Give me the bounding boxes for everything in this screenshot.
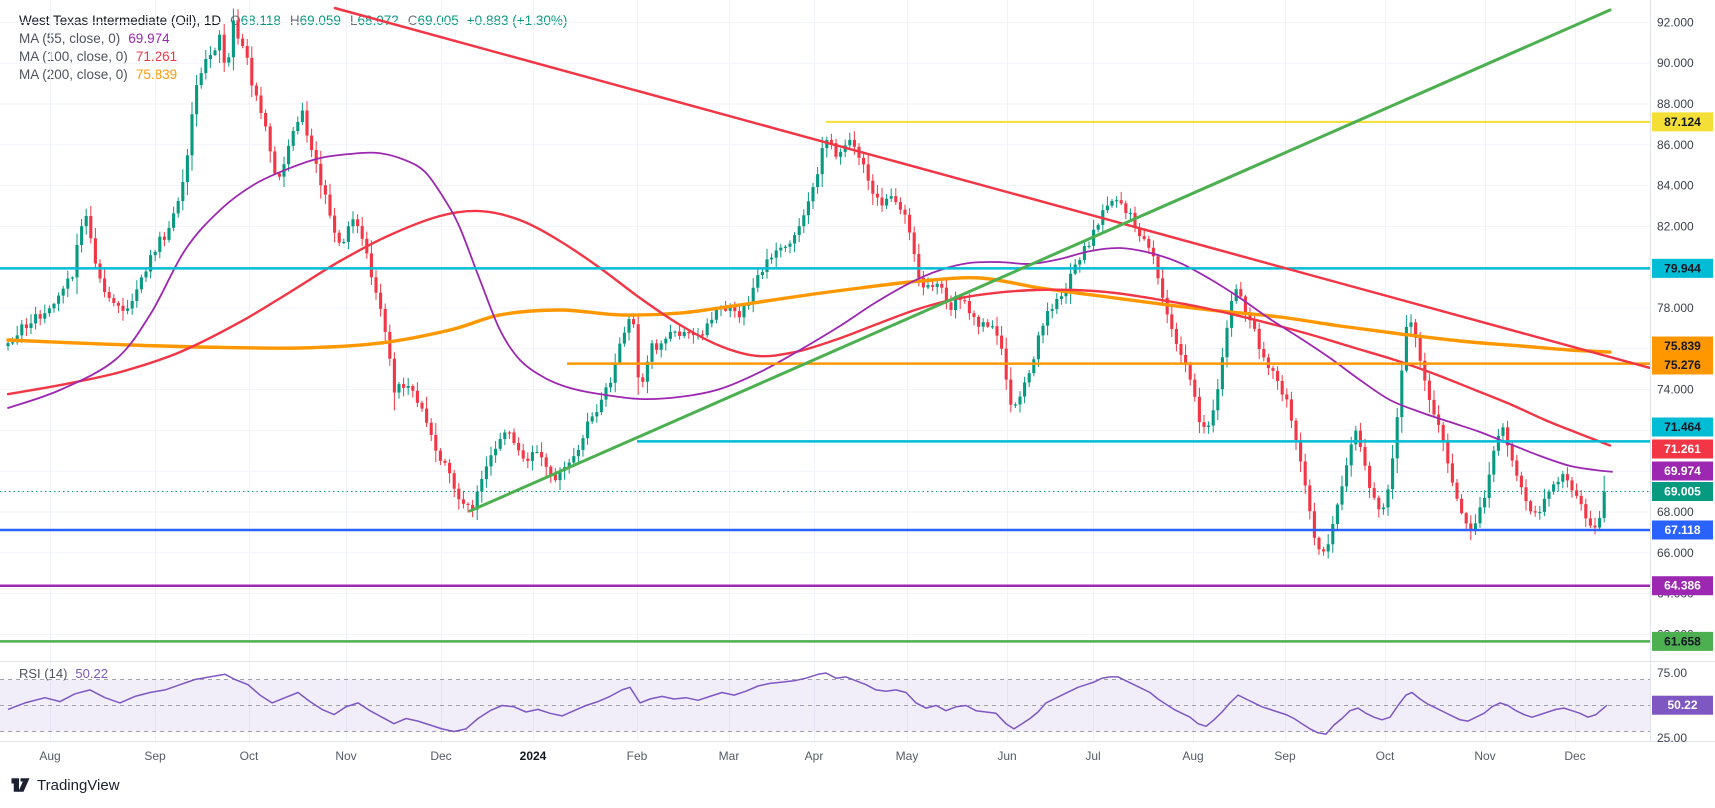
svg-text:Apr: Apr: [805, 749, 824, 763]
rsi-label: RSI (14): [19, 666, 68, 681]
symbol-title[interactable]: West Texas Intermediate (Oil), 1D: [19, 13, 222, 28]
svg-text:Nov: Nov: [1474, 749, 1495, 763]
svg-text:Oct: Oct: [240, 749, 259, 763]
symbol-legend[interactable]: West Texas Intermediate (Oil), 1D O68.118…: [19, 12, 567, 84]
candlesticks: [6, 8, 1606, 559]
close-letter: C: [407, 13, 418, 28]
price-label-75.276: [1652, 355, 1713, 375]
svg-text:Dec: Dec: [430, 749, 451, 763]
price-label-71.464: [1652, 417, 1713, 437]
svg-text:67.118: 67.118: [1664, 523, 1700, 537]
ma100-label: MA (100, close, 0): [19, 49, 128, 64]
ma200-label: MA (200, close, 0): [19, 67, 128, 82]
ma200-legend-row[interactable]: MA (200, close, 0) 75.839: [19, 66, 567, 84]
trendline-ascending[interactable]: [468, 8, 1612, 513]
svg-text:79.944: 79.944: [1664, 261, 1701, 275]
svg-text:75.839: 75.839: [1664, 339, 1701, 353]
svg-text:69.974: 69.974: [1664, 464, 1701, 478]
svg-text:75.276: 75.276: [1664, 358, 1701, 372]
horizontal-levels: [0, 120, 1650, 643]
svg-text:66.000: 66.000: [1657, 546, 1694, 560]
price-label-71.261: [1652, 439, 1713, 459]
svg-text:Sep: Sep: [1274, 749, 1296, 763]
ma200-line[interactable]: [6, 276, 1612, 354]
rsi-value-label: [1652, 695, 1713, 715]
ma100-line[interactable]: [6, 209, 1612, 447]
tradingview-logo[interactable]: TradingView: [10, 776, 120, 794]
svg-text:Sep: Sep: [144, 749, 166, 763]
svg-text:Mar: Mar: [719, 749, 740, 763]
svg-text:71.261: 71.261: [1664, 442, 1701, 456]
svg-text:71.464: 71.464: [1664, 420, 1701, 434]
svg-text:Aug: Aug: [1182, 749, 1203, 763]
svg-text:25.00: 25.00: [1657, 731, 1687, 745]
pane-separators: [0, 0, 1715, 742]
price-label-75.839: [1652, 336, 1713, 356]
svg-text:64.386: 64.386: [1664, 579, 1701, 593]
price-label-69.974: [1652, 461, 1713, 481]
svg-text:May: May: [896, 749, 919, 763]
symbol-ohlc-row[interactable]: West Texas Intermediate (Oil), 1D O68.118…: [19, 12, 567, 30]
ma55-legend-row[interactable]: MA (55, close, 0) 69.974: [19, 30, 567, 48]
svg-text:Jul: Jul: [1085, 749, 1100, 763]
svg-text:61.658: 61.658: [1664, 634, 1701, 648]
svg-text:78.000: 78.000: [1657, 301, 1694, 315]
svg-text:74.000: 74.000: [1657, 383, 1694, 397]
ma100-legend-row[interactable]: MA (100, close, 0) 71.261: [19, 48, 567, 66]
ma100-value: 71.261: [135, 49, 178, 64]
ma200-value: 75.839: [135, 67, 178, 82]
tradingview-icon: [11, 778, 30, 792]
price-label-87.124: [1652, 112, 1713, 132]
svg-text:Jun: Jun: [997, 749, 1016, 763]
svg-text:Feb: Feb: [627, 749, 648, 763]
rsi-legend[interactable]: RSI (14) 50.22: [19, 666, 108, 681]
svg-text:92.000: 92.000: [1657, 15, 1694, 29]
svg-text:88.000: 88.000: [1657, 97, 1694, 111]
tradingview-brand-text: TradingView: [37, 776, 120, 794]
price-label-64.386: [1652, 576, 1713, 596]
rsi-value: 50.22: [75, 666, 108, 681]
price-label-61.658: [1652, 631, 1713, 651]
svg-text:50.22: 50.22: [1667, 698, 1697, 712]
price-label-67.118: [1652, 520, 1713, 540]
svg-text:68.000: 68.000: [1657, 505, 1694, 519]
low-letter: L: [349, 13, 358, 28]
trendline-descending[interactable]: [333, 6, 1652, 370]
svg-text:Nov: Nov: [335, 749, 356, 763]
svg-text:82.000: 82.000: [1657, 219, 1694, 233]
svg-text:87.124: 87.124: [1664, 115, 1701, 129]
ma55-value: 69.974: [128, 31, 170, 46]
price-label-79.944: [1652, 258, 1713, 278]
svg-text:86.000: 86.000: [1657, 138, 1694, 152]
change-value: +0.883 (+1.30%): [466, 13, 568, 28]
rsi-line[interactable]: [7, 672, 1608, 735]
svg-text:Aug: Aug: [39, 749, 60, 763]
ma55-label: MA (55, close, 0): [19, 31, 121, 46]
svg-text:90.000: 90.000: [1657, 56, 1694, 70]
grid-lines: [0, 0, 1650, 741]
open-value: 68.118: [240, 13, 281, 28]
price-chart-canvas[interactable]: 92.000 90.000 88.000 86.000 84.000 82.000 78.0…: [0, 0, 1715, 772]
open-letter: O: [230, 13, 241, 28]
price-axis[interactable]: 92.000 90.000 88.000 86.000 84.000 82.000 78.0…: [1652, 15, 1713, 745]
svg-text:75.00: 75.00: [1657, 666, 1687, 680]
high-value: 69.059: [299, 13, 341, 28]
close-value: 69.005: [417, 13, 459, 28]
ma55-line[interactable]: [7, 151, 1613, 473]
svg-text:69.005: 69.005: [1664, 484, 1701, 498]
high-letter: H: [289, 13, 300, 28]
svg-text:Dec: Dec: [1564, 749, 1585, 763]
svg-text:84.000: 84.000: [1657, 179, 1694, 193]
svg-text:Oct: Oct: [1376, 749, 1395, 763]
time-axis[interactable]: Aug Sep Oct Nov Dec 2024 Feb Mar Apr May Jun Jul Aug…: [39, 749, 1585, 763]
svg-text:2024: 2024: [520, 749, 547, 763]
last-price-label: [1652, 481, 1713, 501]
rsi-panel[interactable]: [0, 672, 1650, 735]
